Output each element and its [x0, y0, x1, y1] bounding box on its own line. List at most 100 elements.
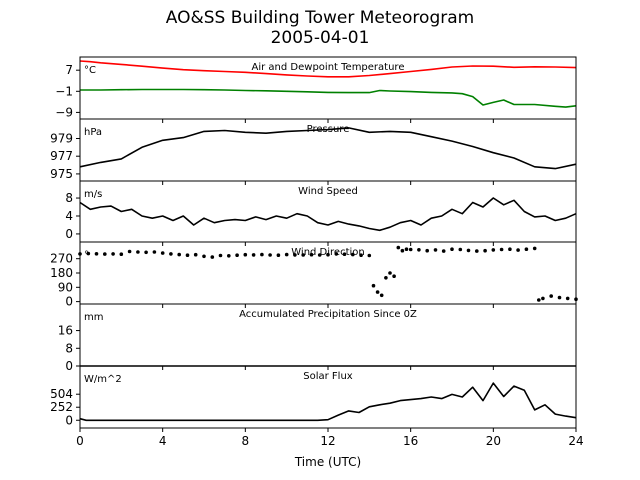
- pressure-ytick-label: 979: [50, 131, 73, 145]
- wind_dir-point: [425, 248, 430, 253]
- chart-title: AO&SS Building Tower Meteorogram: [165, 8, 475, 28]
- wind_dir-ytick-label: 180: [50, 266, 73, 280]
- wind_dir-point: [185, 253, 190, 257]
- solar-ytick-label: 252: [50, 400, 73, 414]
- wind_dir-point: [541, 296, 545, 301]
- wind_dir-point: [293, 253, 297, 257]
- wind_dir-point: [532, 246, 537, 251]
- xtick-label: 16: [403, 434, 418, 448]
- wind_dir-point: [144, 250, 148, 255]
- wind_dir-ytick-label: 0: [65, 295, 73, 309]
- wind_speed-series-line: [79, 197, 577, 232]
- wind_dir-point: [379, 293, 384, 298]
- xtick-label: 0: [76, 434, 84, 448]
- wind_dir-point: [359, 253, 363, 257]
- wind_dir-point: [301, 253, 306, 257]
- precip-ytick-label: 0: [65, 359, 73, 373]
- wind_dir-point: [260, 252, 264, 257]
- wind_dir-point: [458, 247, 463, 252]
- xtick-label: 8: [242, 434, 250, 448]
- temp-panel-title: Air and Dewpoint Temperature: [252, 62, 405, 73]
- pressure-series-line: [79, 127, 577, 170]
- precip-ytick-label: 16: [58, 324, 73, 338]
- wind_dir-point: [111, 252, 115, 256]
- temp-unit-label: °C: [84, 65, 96, 76]
- wind_speed-ytick-label: 8: [65, 191, 73, 205]
- xtick-label: 4: [159, 434, 167, 448]
- wind_dir-point: [408, 247, 413, 252]
- wind_dir-point: [450, 247, 454, 251]
- wind_dir-point: [309, 252, 314, 257]
- pressure-panel-title: Pressure: [307, 124, 350, 135]
- wind_dir-point: [342, 252, 347, 256]
- wind_dir-point: [177, 252, 181, 257]
- wind_dir-point: [516, 248, 520, 252]
- wind_speed-unit-label: m/s: [84, 189, 102, 200]
- wind_dir-point: [367, 253, 372, 258]
- temp-series-line: [79, 60, 577, 78]
- wind_dir-point: [499, 247, 504, 252]
- pressure-unit-label: hPa: [84, 127, 102, 138]
- wind_dir-point: [404, 247, 409, 251]
- wind_dir-ytick-label: 270: [50, 252, 73, 266]
- wind_dir-point: [276, 253, 281, 257]
- precip-ytick-label: 8: [65, 341, 73, 355]
- wind_dir-point: [193, 252, 198, 257]
- precip-panel-title: Accumulated Precipitation Since 0Z: [239, 309, 417, 320]
- precip-unit-label: mm: [84, 312, 103, 323]
- wind_dir-point: [317, 253, 322, 257]
- wind_dir-point: [243, 252, 248, 257]
- solar-ytick-label: 0: [65, 413, 73, 427]
- xtick-label: 24: [568, 434, 583, 448]
- wind_dir-point: [565, 296, 570, 301]
- wind_speed-ytick-label: 0: [65, 227, 73, 241]
- wind_dir-point: [160, 251, 165, 255]
- wind_dir-point: [524, 247, 529, 251]
- wind_dir-point: [268, 253, 272, 257]
- temp-series-line: [80, 88, 577, 108]
- wind_dir-point: [557, 295, 562, 300]
- wind_dir-point: [334, 252, 339, 256]
- wind_dir-point: [94, 252, 99, 256]
- x-axis-label: Time (UTC): [294, 455, 361, 469]
- wind_dir-point: [549, 294, 553, 298]
- wind_dir-point: [202, 254, 206, 259]
- xtick-label: 20: [486, 434, 501, 448]
- wind_dir-point: [375, 290, 380, 294]
- wind_dir-point: [351, 252, 355, 257]
- temp-ytick-label: 7: [65, 63, 73, 77]
- wind_dir-point: [417, 248, 421, 252]
- wind_dir-point: [169, 252, 173, 256]
- wind_dir-point: [433, 248, 438, 252]
- wind_speed-panel-title: Wind Speed: [298, 186, 358, 197]
- temp-ytick-label: −9: [55, 105, 73, 119]
- wind_dir-point: [388, 271, 392, 275]
- wind_dir-point: [218, 253, 223, 258]
- wind_dir-point: [227, 254, 231, 258]
- solar-unit-label: W/m^2: [84, 374, 122, 385]
- wind_dir-point: [475, 249, 479, 253]
- wind_speed-ytick-label: 4: [65, 209, 73, 223]
- pressure-ytick-label: 977: [50, 149, 73, 163]
- wind_dir-unit-label: °: [84, 250, 89, 261]
- temp-ytick-label: −1: [55, 84, 73, 98]
- wind_dir-point: [483, 248, 487, 253]
- wind_dir-point: [103, 252, 107, 256]
- wind_dir-point: [441, 249, 446, 253]
- xtick-label: 12: [320, 434, 335, 448]
- wind_dir-point: [396, 245, 401, 250]
- wind_dir-point: [508, 247, 512, 251]
- wind_dir-point: [392, 274, 396, 279]
- solar-ytick-label: 504: [50, 387, 73, 401]
- wind_dir-point: [466, 248, 471, 253]
- wind_dir-point: [384, 276, 388, 280]
- chart-subtitle: 2005-04-01: [270, 28, 370, 48]
- wind_dir-point: [251, 253, 256, 257]
- wind_dir-point: [235, 253, 239, 257]
- wind_dir-point: [284, 252, 289, 257]
- wind_dir-point: [537, 298, 541, 302]
- solar-panel-title: Solar Flux: [303, 371, 353, 382]
- wind_dir-point: [326, 252, 330, 257]
- pressure-ytick-label: 975: [50, 167, 73, 181]
